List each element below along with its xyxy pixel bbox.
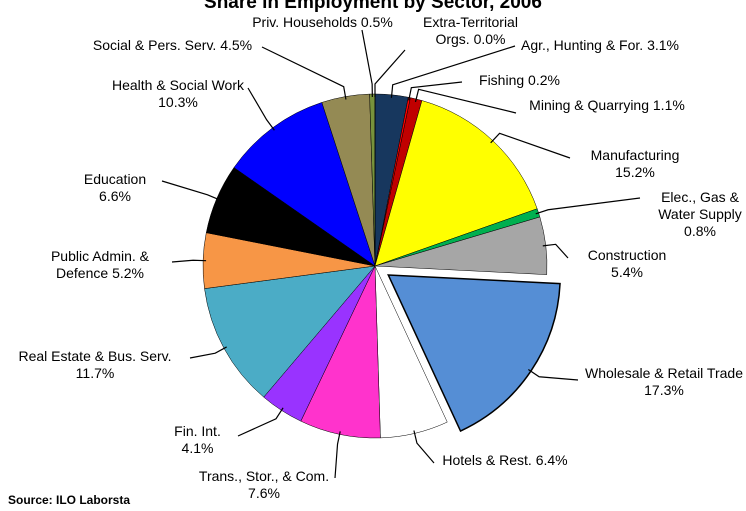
leader-line: [374, 49, 406, 97]
data-label: Hotels & Rest. 6.4%: [440, 452, 570, 469]
category-label: Construction: [587, 247, 667, 263]
data-label: Education 6.6%: [70, 171, 160, 205]
category-label: Elec., Gas & Water Supply: [658, 189, 742, 222]
data-label: Public Admin. & Defence 5.2%: [30, 248, 170, 282]
value-label: 0.2%: [528, 72, 560, 88]
data-label: Fishing 0.2%: [462, 72, 577, 89]
value-label: 4.5%: [220, 37, 253, 53]
value-label: 0.8%: [684, 223, 716, 239]
value-label: 15.2%: [615, 164, 655, 180]
data-label: Manufacturing 15.2%: [575, 147, 695, 181]
leader-line: [261, 46, 347, 100]
category-label: Real Estate & Bus. Serv.: [18, 348, 172, 364]
data-label: Extra-Territorial Orgs. 0.0%: [408, 14, 533, 48]
value-label: 10.3%: [158, 94, 198, 110]
value-label: 11.7%: [75, 365, 115, 381]
leader-line: [361, 29, 373, 98]
leader-line: [408, 81, 463, 101]
data-label: Social & Pers. Serv. 4.5%: [90, 37, 255, 54]
value-label: 7.6%: [248, 485, 280, 501]
leader-line: [490, 132, 571, 159]
data-label: Elec., Gas & Water Supply 0.8%: [645, 189, 746, 240]
leader-line: [334, 431, 341, 479]
data-label: Wholesale & Retail Trade 17.3%: [583, 365, 745, 399]
value-label: 3.1%: [647, 37, 679, 53]
leader-line: [542, 243, 569, 259]
chart-title: Share in Employment by Sector, 2006: [204, 0, 542, 13]
data-label: Mining & Quarrying 1.1%: [522, 97, 692, 114]
category-label: Social & Pers. Serv.: [92, 37, 217, 53]
data-label: Fin. Int. 4.1%: [165, 423, 230, 457]
leader-line: [171, 259, 207, 263]
value-label: 0.5%: [360, 14, 393, 30]
category-label: Health & Social Work: [111, 77, 244, 93]
leader-line: [390, 45, 516, 98]
category-label: Trans., Stor., & Com.: [198, 468, 330, 484]
category-label: Extra-Territorial Orgs.: [423, 14, 518, 47]
leader-line: [413, 430, 435, 464]
data-label: Construction 5.4%: [572, 247, 682, 281]
data-label: Agr., Hunting & For. 3.1%: [515, 37, 685, 54]
leader-line: [237, 407, 284, 437]
leader-line: [535, 197, 641, 215]
leader-line: [528, 369, 579, 381]
category-label: Mining & Quarrying: [529, 97, 649, 113]
category-label: Public Admin. & Defence: [50, 248, 150, 281]
category-label: Agr., Hunting & For.: [521, 37, 644, 53]
value-label: 5.4%: [611, 264, 643, 280]
value-label: 1.1%: [652, 97, 685, 113]
value-label: 4.1%: [181, 440, 214, 456]
data-label: Real Estate & Bus. Serv. 11.7%: [10, 348, 180, 382]
data-label: Priv. Households 0.5%: [250, 14, 395, 31]
category-label: Hotels & Rest.: [442, 452, 532, 468]
category-label: Manufacturing: [590, 147, 680, 163]
category-label: Fishing: [479, 72, 525, 88]
source-note: Source: ILO Laborsta: [8, 493, 131, 507]
value-label: 5.2%: [112, 265, 144, 281]
data-label: Trans., Stor., & Com. 7.6%: [190, 468, 338, 502]
leader-line: [414, 88, 517, 114]
category-label: Fin. Int.: [174, 423, 221, 439]
value-label: 6.6%: [99, 188, 131, 204]
value-label: 17.3%: [644, 382, 684, 398]
data-label: Health & Social Work 10.3%: [108, 77, 248, 111]
value-label: 6.4%: [535, 452, 568, 468]
value-label: 0.0%: [473, 31, 506, 47]
leader-line: [247, 87, 275, 131]
category-label: Education: [83, 171, 147, 187]
category-label: Priv. Households: [252, 14, 357, 30]
leader-line: [189, 346, 227, 359]
category-label: Wholesale & Retail Trade: [585, 365, 743, 381]
leader-line: [161, 180, 220, 201]
